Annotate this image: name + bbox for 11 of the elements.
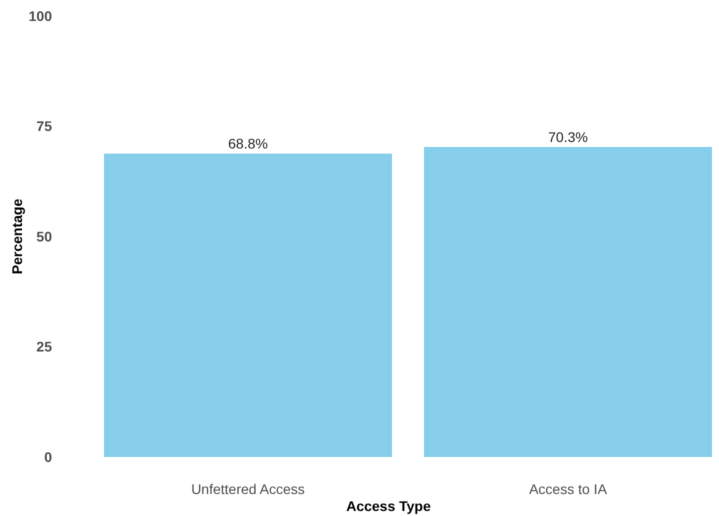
y-tick-label: 25 (36, 338, 52, 355)
data-label: 68.8% (228, 136, 268, 152)
y-tick-label: 100 (28, 8, 52, 24)
x-tick-label: Unfettered Access (191, 481, 305, 497)
x-axis-title: Access Type (346, 498, 431, 514)
data-label: 70.3% (548, 128, 588, 145)
y-axis-title: Percentage (9, 198, 25, 274)
y-tick-label: 0 (44, 448, 52, 465)
y-tick-label: 75 (36, 118, 52, 134)
y-tick-label: 50 (36, 228, 52, 244)
x-tick-label: Access to IA (529, 481, 608, 497)
